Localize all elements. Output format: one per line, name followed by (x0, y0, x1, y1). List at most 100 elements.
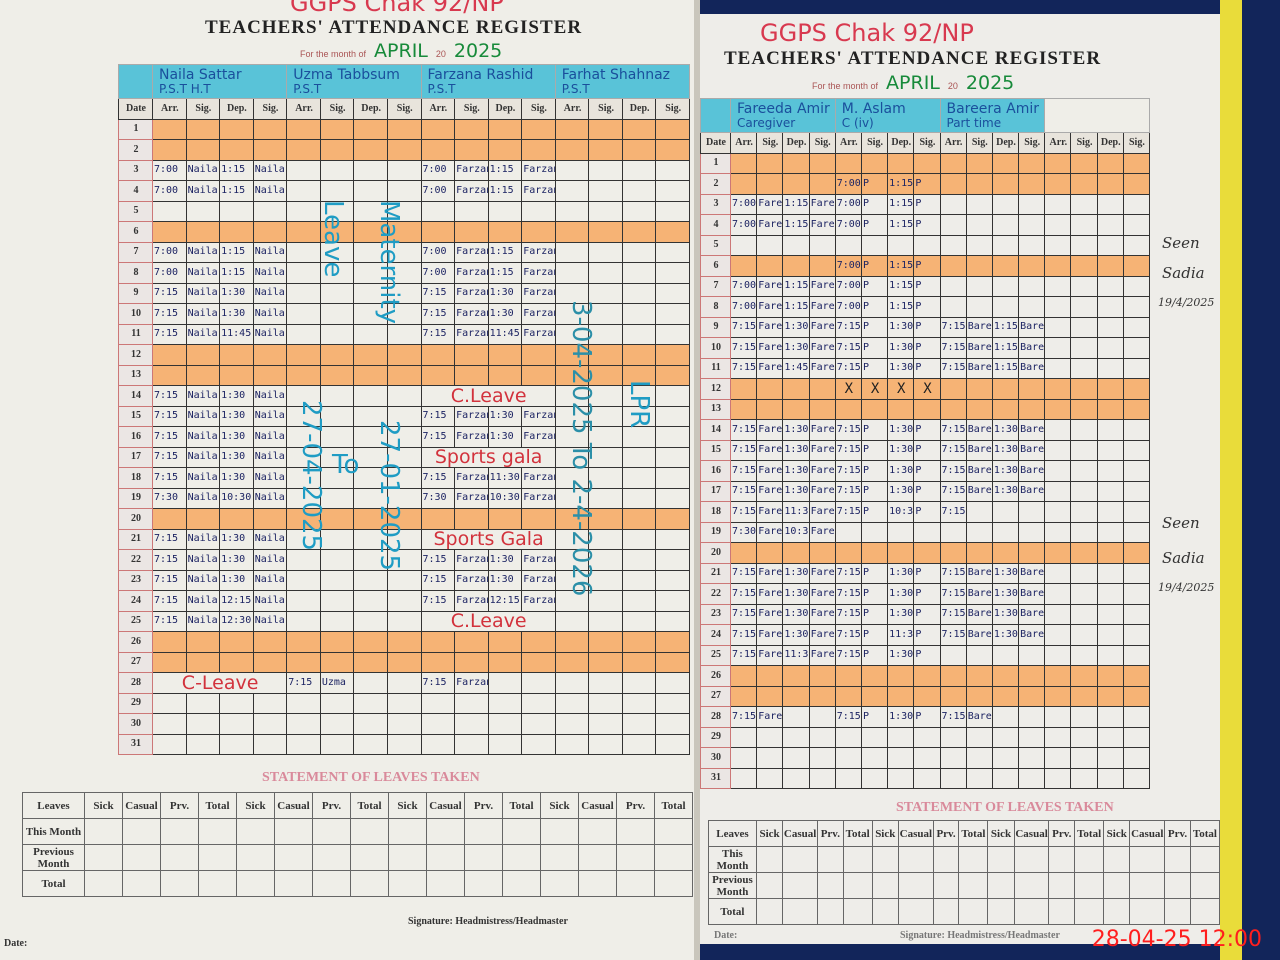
date-cell: 5 (118, 200, 153, 222)
attendance-cell (554, 262, 590, 284)
attendance-cell (1018, 214, 1046, 236)
register-title: TEACHERS' ATTENDANCE REGISTER (205, 17, 583, 38)
attendance-grid-left: Naila Sattar P.S.T H.T Uzma Tabbsum P.S.T Fa… (118, 64, 691, 755)
leaves-cell (782, 872, 818, 899)
attendance-cell (621, 610, 657, 632)
column-header: Sig. (386, 98, 422, 120)
attendance-cell (1096, 378, 1124, 400)
attendance-cell (252, 508, 288, 530)
month-value: APRIL (374, 40, 428, 62)
attendance-cell (353, 118, 388, 140)
attendance-cell (621, 323, 657, 345)
attendance-cell (965, 726, 993, 748)
date-cell: 16 (118, 426, 153, 448)
attendance-cell: 7:15 (152, 426, 187, 448)
attendance-cell (554, 159, 590, 181)
attendance-cell (965, 275, 993, 297)
attendance-cell: 1:30 (219, 426, 254, 448)
attendance-cell (1070, 767, 1098, 789)
leaves-cell (871, 846, 899, 873)
attendance-cell (1122, 767, 1151, 789)
attendance-cell (729, 255, 758, 277)
date-cell: 26 (118, 631, 153, 653)
attendance-cell: Farzana (454, 262, 489, 284)
attendance-cell (655, 344, 690, 366)
attendance-cell (554, 200, 590, 222)
date-cell: 25 (700, 644, 731, 666)
attendance-cell: 1:30 (219, 303, 254, 325)
leaves-cell (426, 870, 465, 897)
attendance-cell (965, 378, 993, 400)
annotation: Sadia (1162, 549, 1205, 567)
leaves-cell (578, 844, 617, 871)
attendance-cell (521, 364, 556, 386)
attendance-cell (782, 706, 810, 728)
attendance-cell (756, 234, 784, 256)
teacher-name-header: Farhat Shahnaz P.S.T (554, 64, 691, 99)
leaves-col-label: Casual (274, 792, 313, 819)
date-cell: 28 (118, 672, 153, 694)
attendance-cell: Naila (252, 385, 288, 407)
attendance-cell (939, 767, 967, 789)
attendance-cell (621, 467, 657, 489)
attendance-cell (808, 173, 836, 195)
attendance-cell: 11:30 (887, 624, 915, 646)
attendance-cell (1070, 214, 1098, 236)
attendance-cell: 7:00 (420, 159, 456, 181)
attendance-cell (1018, 542, 1046, 564)
attendance-cell (887, 152, 915, 174)
column-header: Arr. (286, 98, 321, 120)
attendance-cell: 7:15 (729, 460, 758, 482)
attendance-cell (588, 262, 623, 284)
attendance-cell (1044, 747, 1072, 769)
leaves-col-label: Total (1074, 820, 1105, 847)
attendance-cell (386, 692, 422, 714)
attendance-row: 2 (118, 139, 690, 161)
attendance-cell (386, 180, 422, 202)
attendance-cell (991, 501, 1020, 523)
attendance-cell: 7:15 (939, 624, 967, 646)
attendance-cell (286, 118, 321, 140)
leaves-col-label: Casual (122, 792, 161, 819)
leaves-cell (540, 818, 579, 845)
leaves-cell (388, 870, 427, 897)
leaves-col-label: Sick (236, 792, 275, 819)
attendance-cell (353, 610, 388, 632)
attendance-cell: 7:15 (939, 439, 967, 461)
attendance-cell (1018, 275, 1046, 297)
column-header: Sig. (913, 132, 941, 154)
attendance-cell: Naila (185, 303, 221, 325)
attendance-cell (991, 296, 1020, 318)
attendance-cell (219, 733, 254, 755)
attendance-cell: Bareera (1018, 624, 1046, 646)
attendance-cell (1122, 173, 1151, 195)
attendance-row: 217:15Fareeda1:30Fareeda7:15P1:30P7:15Ba… (700, 562, 1151, 584)
attendance-cell: 1:30 (782, 603, 810, 625)
attendance-cell (185, 508, 221, 530)
attendance-cell (219, 118, 254, 140)
leaves-cell (198, 818, 237, 845)
teacher-designation: Caregiver (737, 115, 796, 130)
attendance-cell (521, 344, 556, 366)
attendance-cell: 7:00 (420, 241, 456, 263)
leaves-cell (578, 818, 617, 845)
leaves-cell (122, 818, 161, 845)
attendance-cell: Naila (252, 241, 288, 263)
leaves-row: Total (708, 898, 1220, 925)
attendance-cell (939, 214, 967, 236)
attendance-cell (1018, 644, 1046, 666)
attendance-cell: 1:30 (887, 316, 915, 338)
leaves-cell (198, 870, 237, 897)
attendance-cell: Farzana (454, 241, 489, 263)
attendance-cell (1122, 747, 1151, 769)
attendance-cell (286, 713, 321, 735)
attendance-cell (756, 173, 784, 195)
attendance-cell: Naila (185, 426, 221, 448)
leaves-cell (464, 844, 503, 871)
attendance-cell: Naila (185, 405, 221, 427)
attendance-cell (487, 221, 523, 243)
attendance-cell (1122, 460, 1151, 482)
leaves-cell (958, 872, 989, 899)
